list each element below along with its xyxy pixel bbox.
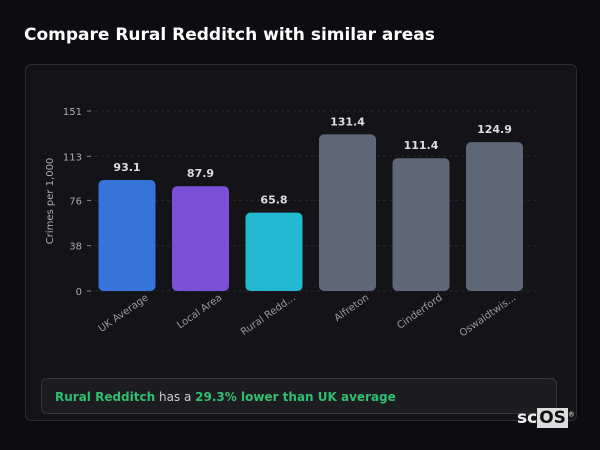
data-label: 93.1	[113, 161, 140, 174]
data-label: 65.8	[260, 194, 287, 207]
page-title: Compare Rural Redditch with similar area…	[24, 25, 435, 45]
x-tick-label: Rural Redd...	[239, 292, 298, 338]
y-tick-label: 76	[69, 196, 82, 207]
x-tick-label: Cinderford	[395, 292, 444, 331]
bar[interactable]	[172, 186, 229, 291]
bar[interactable]	[319, 134, 376, 291]
x-tick-label: Alfreton	[333, 292, 372, 324]
data-label: 111.4	[404, 139, 439, 152]
scos-logo: sc OS ®	[517, 408, 575, 428]
bar[interactable]	[245, 212, 303, 291]
y-tick-label: 151	[63, 107, 82, 118]
data-label: 131.4	[330, 115, 365, 128]
y-tick-label: 113	[63, 152, 82, 163]
summary-box: Rural Redditch has a 29.3% lower than UK…	[41, 378, 557, 414]
data-label: 87.9	[187, 167, 214, 180]
summary-highlight: 29.3% lower than UK average	[195, 390, 396, 404]
y-axis-label: Crimes per 1,000	[45, 158, 56, 245]
summary-text: has a	[155, 390, 196, 404]
bar[interactable]	[466, 142, 523, 291]
x-tick-label: Local Area	[175, 292, 224, 331]
data-label: 124.9	[477, 123, 512, 136]
bar[interactable]	[98, 180, 156, 291]
y-tick-label: 0	[76, 287, 82, 298]
y-tick-label: 38	[69, 242, 82, 253]
summary-area: Rural Redditch	[55, 390, 156, 404]
x-tick-label: Oswaldtwis...	[458, 292, 518, 339]
bar[interactable]	[392, 158, 450, 291]
x-tick-label: UK Average	[97, 292, 151, 334]
